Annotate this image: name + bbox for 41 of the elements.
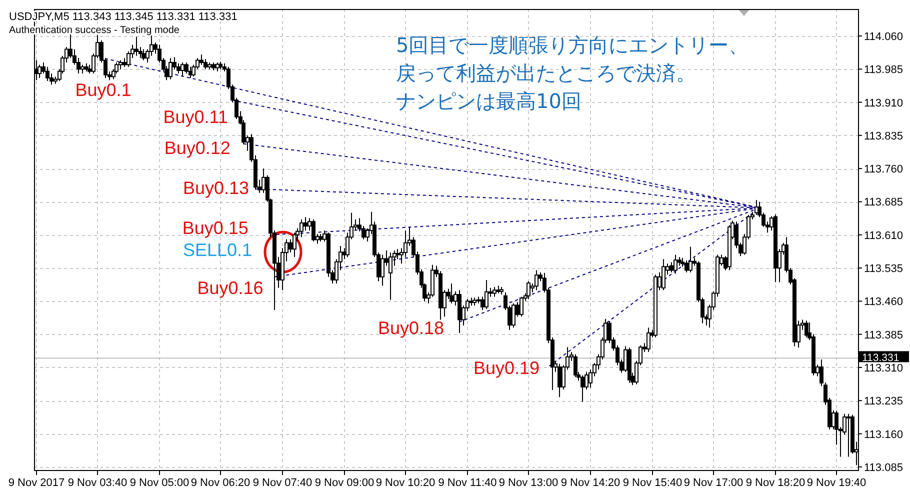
- x-tick-label: 9 Nov 03:40: [68, 477, 128, 489]
- y-tick-label: 113.385: [864, 329, 903, 342]
- ref-line-label: 113.331: [862, 352, 900, 364]
- x-tick-label: 9 Nov 17:00: [684, 477, 744, 489]
- x-tick-label: 9 Nov 06:20: [190, 477, 250, 489]
- x-tick-label: 9 Nov 09:00: [314, 477, 374, 489]
- annotation: Buy0.15: [182, 218, 248, 238]
- annotation: Buy0.1: [75, 80, 132, 100]
- y-tick-label: 113.835: [864, 130, 903, 142]
- annotation: SELL0.1: [182, 240, 252, 260]
- x-tick-label: 9 Nov 15:40: [622, 477, 682, 489]
- x-tick-label: 9 Nov 2017: [8, 477, 65, 489]
- y-tick-label: 113.160: [864, 428, 903, 441]
- y-tick-label: 113.085: [864, 462, 903, 474]
- y-tick-label: 113.985: [864, 64, 903, 76]
- x-tick-label: 9 Nov 10:20: [376, 477, 436, 489]
- y-tick-label: 113.760: [864, 164, 903, 176]
- x-tick-label: 9 Nov 14:20: [560, 477, 620, 489]
- y-tick-label: 113.235: [864, 396, 903, 408]
- y-tick-label: 114.060: [864, 30, 903, 43]
- annotation: Buy0.16: [197, 278, 264, 298]
- annotation: 戻って利益が出たところで決済。: [396, 61, 696, 85]
- annotation: Buy0.18: [378, 318, 444, 338]
- annotation: Buy0.11: [163, 107, 228, 128]
- x-tick-label: 9 Nov 05:00: [130, 477, 190, 489]
- x-tick-label: 9 Nov 07:40: [252, 477, 312, 489]
- y-tick-label: 113.610: [864, 230, 903, 242]
- y-tick-label: 113.460: [864, 296, 903, 308]
- y-tick-label: 113.685: [864, 196, 903, 209]
- annotation: ナンピンは最高10回: [396, 89, 582, 113]
- x-tick-label: 9 Nov 19:40: [806, 477, 866, 489]
- x-tick-label: 9 Nov 18:20: [746, 477, 806, 489]
- y-tick-label: 113.535: [864, 263, 903, 276]
- y-tick-label: 113.310: [864, 362, 903, 374]
- y-tick-label: 113.910: [864, 97, 903, 110]
- annotation: 5回目で一度順張り方向にエントリー、: [396, 33, 749, 57]
- annotation: Buy0.13: [182, 178, 250, 198]
- x-tick-label: 9 Nov 13:00: [498, 477, 558, 489]
- x-tick-label: 9 Nov 11:40: [438, 477, 497, 489]
- annotation: Buy0.12: [164, 138, 230, 158]
- annotation: Buy0.19: [473, 358, 540, 378]
